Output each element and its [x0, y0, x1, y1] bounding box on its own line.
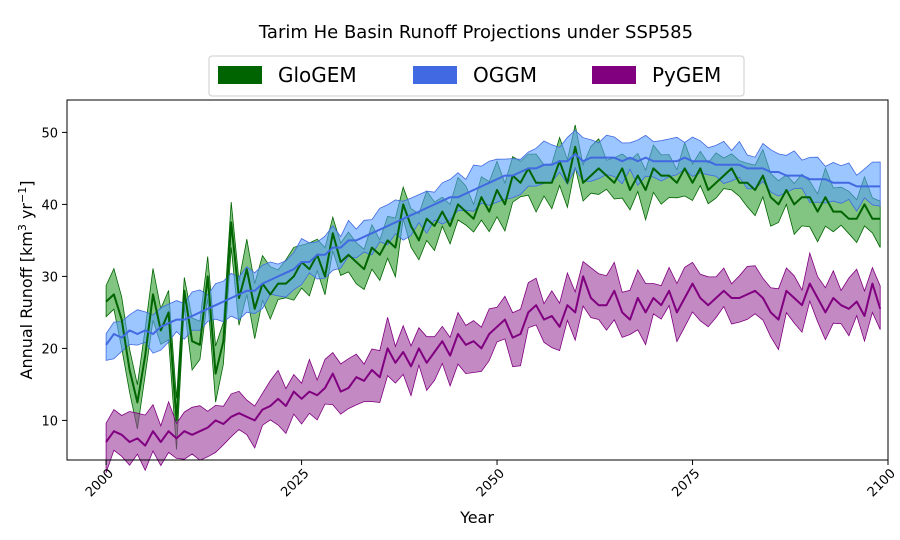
y-tick-label: 10 — [41, 414, 58, 429]
plot-area — [105, 124, 882, 473]
legend: GloGEM OGGM PyGEM — [208, 55, 745, 97]
legend-label-oggm: OGGM — [473, 63, 537, 87]
legend-swatch-glogem — [218, 66, 262, 84]
y-tick-label: 30 — [41, 270, 58, 285]
x-axis: 2000 2025 2050 2075 2100 — [83, 460, 899, 500]
legend-label-pygem: PyGEM — [652, 63, 721, 87]
y-axis-label: Annual Runoff [km3 yr−1] — [16, 181, 36, 380]
legend-label-glogem: GloGEM — [278, 63, 357, 87]
y-tick-label: 40 — [41, 198, 58, 213]
legend-swatch-oggm — [413, 66, 457, 84]
band-pygem — [105, 251, 881, 473]
band-oggm — [105, 129, 881, 361]
mean-line-oggm — [105, 153, 881, 346]
x-tick-label: 2050 — [474, 466, 508, 500]
mean-line-glogem — [105, 145, 881, 422]
plot-frame — [66, 99, 889, 461]
x-tick-label: 2000 — [83, 466, 117, 500]
x-tick-label: 2025 — [278, 466, 312, 500]
legend-swatch-pygem — [592, 66, 636, 84]
x-tick-label: 2075 — [669, 466, 703, 500]
x-axis-label: Year — [459, 508, 494, 527]
x-tick-label: 2100 — [865, 466, 899, 500]
y-tick-label: 50 — [41, 126, 58, 141]
y-tick-label: 20 — [41, 342, 58, 357]
y-axis: 10 20 30 40 50 — [41, 126, 67, 429]
chart-title: Tarim He Basin Runoff Projections under … — [258, 22, 693, 43]
mean-line-pygem — [105, 275, 882, 447]
